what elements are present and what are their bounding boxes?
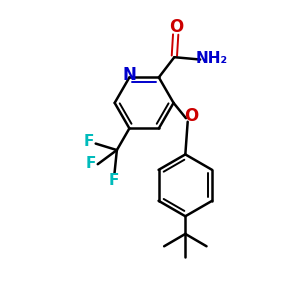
Text: F: F <box>109 173 119 188</box>
Text: F: F <box>84 134 94 149</box>
Text: O: O <box>184 107 198 125</box>
Text: F: F <box>86 156 96 171</box>
Text: O: O <box>169 18 183 36</box>
Text: NH₂: NH₂ <box>195 51 227 66</box>
Text: N: N <box>122 66 136 84</box>
